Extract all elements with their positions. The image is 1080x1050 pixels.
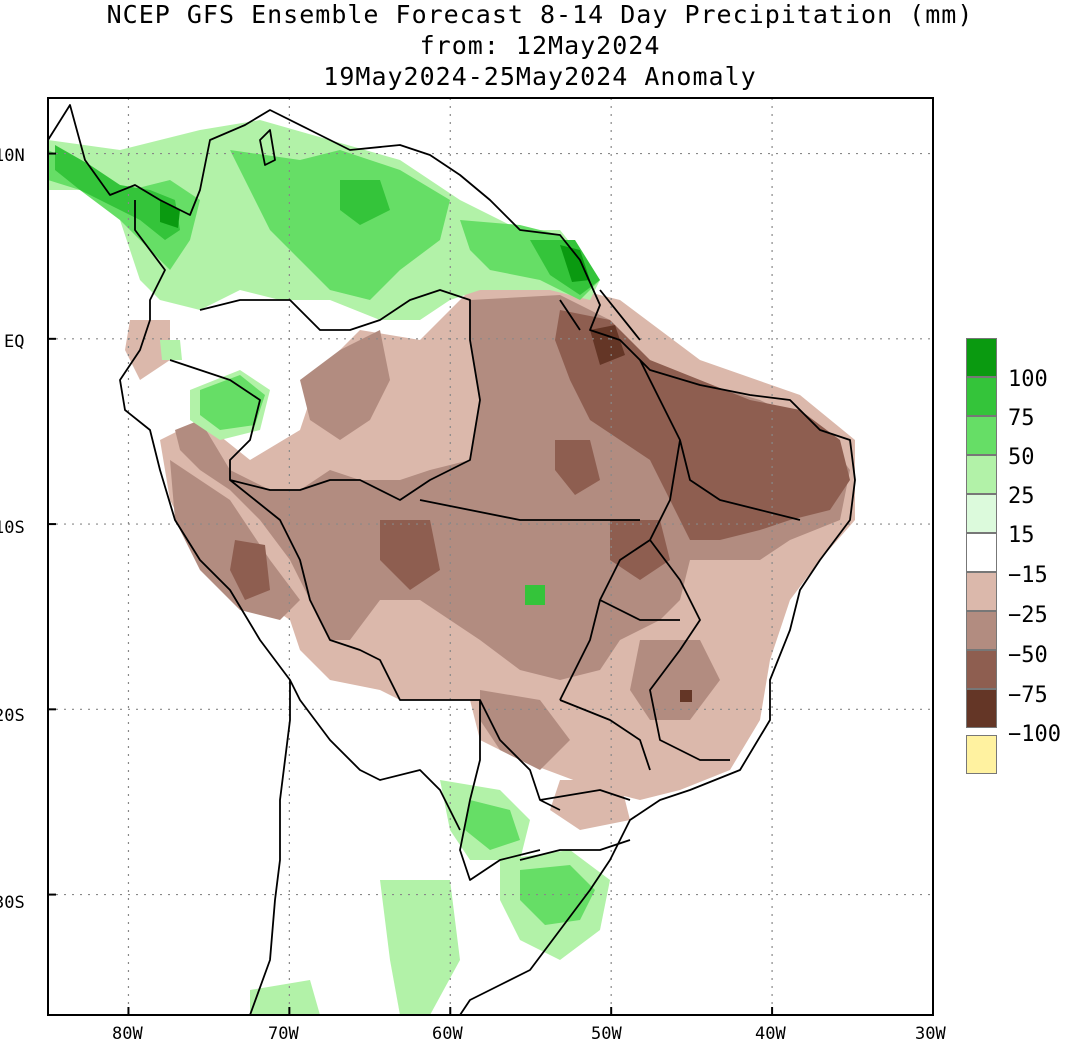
lon-label-40w: 40W bbox=[755, 1024, 786, 1044]
legend-swatch-10 bbox=[966, 689, 997, 728]
legend-swatch-5 bbox=[966, 494, 997, 533]
lat-label-10s: 10S bbox=[0, 518, 25, 538]
lake-outline bbox=[259, 129, 276, 166]
axis-ticks bbox=[48, 152, 934, 1015]
legend-label-neg75: −75 bbox=[1008, 683, 1048, 708]
legend-label-100: 100 bbox=[1008, 367, 1048, 392]
map-title-line-1: NCEP GFS Ensemble Forecast 8-14 Day Prec… bbox=[106, 0, 974, 29]
dry-anomaly-darkest bbox=[590, 325, 692, 702]
legend-swatch-3 bbox=[966, 416, 997, 455]
map-title-line-2: from: 12May2024 bbox=[419, 31, 661, 60]
lat-label-eq: EQ bbox=[4, 332, 25, 352]
legend-swatch-6 bbox=[966, 533, 997, 572]
legend-label-50: 50 bbox=[1008, 445, 1035, 470]
dry-anomaly-dark bbox=[230, 310, 850, 600]
legend-swatch-8 bbox=[966, 611, 997, 650]
lat-label-20s: 20S bbox=[0, 706, 25, 726]
wet-anomaly-darkest bbox=[160, 200, 590, 282]
coastline-and-borders bbox=[48, 104, 856, 1015]
legend-swatch-1 bbox=[966, 338, 997, 377]
legend-swatch-4 bbox=[966, 455, 997, 494]
legend-label-75: 75 bbox=[1008, 406, 1035, 431]
legend-swatch-11 bbox=[966, 735, 997, 774]
legend-swatch-7 bbox=[966, 572, 997, 611]
legend-label-25: 25 bbox=[1008, 484, 1035, 509]
south-america-coastline bbox=[48, 104, 856, 1015]
lon-label-60w: 60W bbox=[432, 1024, 463, 1044]
lon-label-70w: 70W bbox=[268, 1024, 299, 1044]
map-frame bbox=[47, 97, 934, 1016]
legend-swatch-2 bbox=[966, 377, 997, 416]
legend-label-neg100: −100 bbox=[1008, 722, 1061, 747]
legend-label-neg15: −15 bbox=[1008, 563, 1048, 588]
lon-label-50w: 50W bbox=[591, 1024, 622, 1044]
lat-label-10n: 10N bbox=[0, 146, 25, 166]
legend-label-15: 15 bbox=[1008, 523, 1035, 548]
legend-label-neg25: −25 bbox=[1008, 603, 1048, 628]
map-title-line-3: 19May2024-25May2024 Anomaly bbox=[323, 62, 757, 91]
country-borders bbox=[169, 289, 801, 881]
lat-label-30s: 30S bbox=[0, 893, 25, 913]
lon-label-30w: 30W bbox=[915, 1024, 946, 1044]
lon-label-80w: 80W bbox=[112, 1024, 143, 1044]
legend-label-neg50: −50 bbox=[1008, 643, 1048, 668]
legend-swatch-9 bbox=[966, 650, 997, 689]
graticule bbox=[48, 98, 933, 1015]
